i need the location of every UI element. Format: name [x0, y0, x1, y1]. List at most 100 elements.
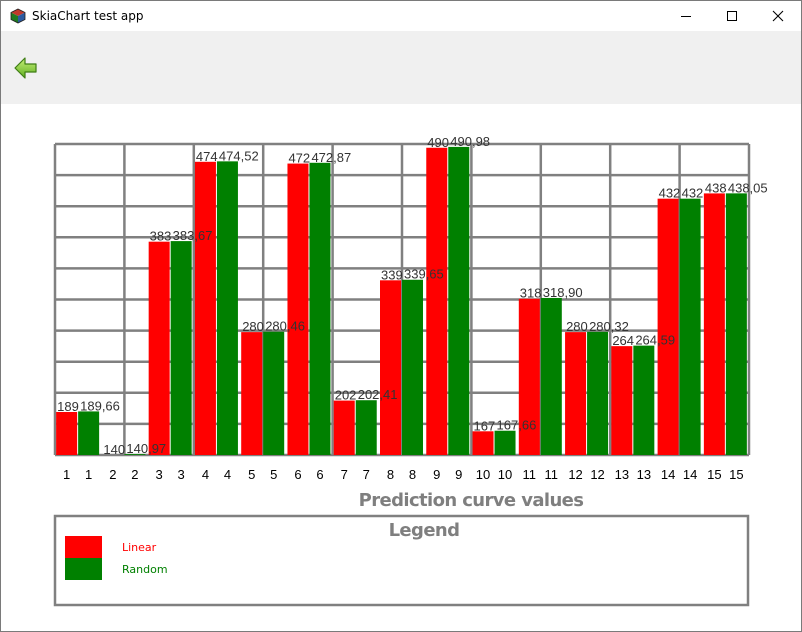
- data-label-linear: 490: [427, 135, 449, 150]
- bar-random: [309, 162, 331, 455]
- bar-random: [448, 146, 470, 456]
- bar-linear: [333, 400, 355, 455]
- app-cube-icon: [10, 8, 26, 24]
- x-tick-label: 12: [568, 467, 582, 482]
- data-label-random: 189,66: [80, 398, 120, 413]
- x-tick-label: 2: [131, 467, 138, 482]
- bar-linear: [241, 332, 263, 455]
- title-bar[interactable]: SkiaChart test app: [1, 1, 801, 31]
- minimize-icon: [681, 16, 691, 17]
- legend-label-random: Random: [122, 563, 168, 576]
- bar-linear: [287, 163, 309, 455]
- bar-random: [679, 198, 701, 455]
- data-label-linear: 383: [150, 229, 172, 244]
- bar-random: [540, 297, 562, 455]
- x-tick-label: 8: [387, 467, 394, 482]
- x-tick-label: 3: [178, 467, 185, 482]
- bar-linear: [611, 346, 633, 455]
- bar-random: [124, 454, 146, 455]
- bar-linear: [56, 411, 78, 455]
- x-tick-label: 13: [615, 467, 629, 482]
- legend-box: [53, 514, 750, 607]
- x-tick-label: 9: [433, 467, 440, 482]
- data-label-linear: 280: [566, 319, 588, 334]
- data-label-random: 383,67: [173, 228, 213, 243]
- x-tick-label: 8: [409, 467, 416, 482]
- legend-label-linear: Linear: [122, 541, 157, 554]
- bar-random: [725, 193, 747, 455]
- bar-linear: [380, 280, 401, 455]
- x-tick-label: 11: [545, 467, 559, 482]
- data-label-random: 318,90: [543, 285, 583, 300]
- x-axis-title: Prediction curve values: [359, 490, 584, 511]
- data-label-random: 474,52: [219, 148, 259, 163]
- x-tick-label: 13: [637, 467, 651, 482]
- x-tick-label: 10: [498, 467, 512, 482]
- x-tick-label: 7: [363, 467, 370, 482]
- data-label-random: 140,97: [126, 441, 166, 456]
- data-label-linear: 472: [288, 151, 310, 166]
- data-label-linear: 140: [103, 442, 125, 457]
- bar-chart: 1891403834742804722023394901673182802644…: [53, 134, 768, 607]
- data-label-linear: 202: [335, 388, 357, 403]
- x-tick-label: 1: [85, 467, 92, 482]
- bar-random: [587, 331, 609, 455]
- x-tick-label: 14: [683, 467, 697, 482]
- data-label-linear: 280: [242, 319, 264, 334]
- bar-linear: [565, 332, 587, 455]
- legend-title: Legend: [389, 520, 460, 541]
- maximize-icon: [727, 11, 737, 21]
- bar-linear: [472, 431, 494, 455]
- maximize-button[interactable]: [709, 1, 755, 31]
- x-tick-label: 4: [224, 467, 231, 482]
- window-title: SkiaChart test app: [32, 9, 144, 23]
- x-tick-label: 5: [248, 467, 255, 482]
- bar-linear: [148, 241, 170, 455]
- data-label-linear: 432: [659, 186, 681, 201]
- data-label-random: 280,32: [589, 319, 629, 334]
- x-tick-label: 3: [156, 467, 163, 482]
- data-label-random: 280,46: [265, 319, 305, 334]
- x-tick-label: 14: [661, 467, 675, 482]
- x-tick-label: 6: [316, 467, 323, 482]
- bar-linear: [194, 161, 216, 455]
- data-label-linear: 189: [57, 399, 79, 414]
- bar-random: [263, 331, 285, 455]
- data-label-linear: 318: [520, 286, 542, 301]
- data-label-linear: 438: [705, 180, 727, 195]
- data-label-random: 438,05: [728, 180, 768, 195]
- x-tick-label: 4: [202, 467, 209, 482]
- bar-random: [78, 411, 100, 455]
- bar-random: [402, 279, 423, 455]
- x-tick-label: 7: [341, 467, 348, 482]
- x-tick-label: 10: [476, 467, 490, 482]
- data-label-linear: 264: [612, 333, 634, 348]
- legend-swatch-random: [65, 558, 102, 580]
- bar-linear: [518, 298, 540, 455]
- x-tick-label: 11: [523, 467, 537, 482]
- bar-random: [633, 345, 655, 455]
- data-label-random: 339,65: [404, 267, 444, 282]
- data-label-linear: 167: [474, 418, 496, 433]
- bar-random: [355, 400, 377, 455]
- data-label-random: 264,59: [635, 333, 675, 348]
- legend-swatch-linear: [65, 536, 102, 558]
- back-arrow-icon[interactable]: [13, 56, 39, 80]
- data-label-random: 432: [682, 186, 704, 201]
- data-label-random: 202,41: [358, 387, 398, 402]
- x-tick-label: 12: [590, 467, 604, 482]
- x-tick-label: 9: [455, 467, 462, 482]
- bar-linear: [703, 193, 725, 455]
- data-label-linear: 339: [381, 267, 403, 282]
- close-button[interactable]: [755, 1, 801, 31]
- x-tick-label: 5: [270, 467, 277, 482]
- bar-random: [216, 161, 238, 455]
- toolbar: [1, 31, 801, 104]
- close-icon: [772, 10, 784, 22]
- bar-random: [170, 241, 192, 455]
- bar-linear: [657, 198, 679, 455]
- bar-random: [494, 430, 516, 455]
- x-tick-label: 15: [729, 467, 743, 482]
- minimize-button[interactable]: [663, 1, 709, 31]
